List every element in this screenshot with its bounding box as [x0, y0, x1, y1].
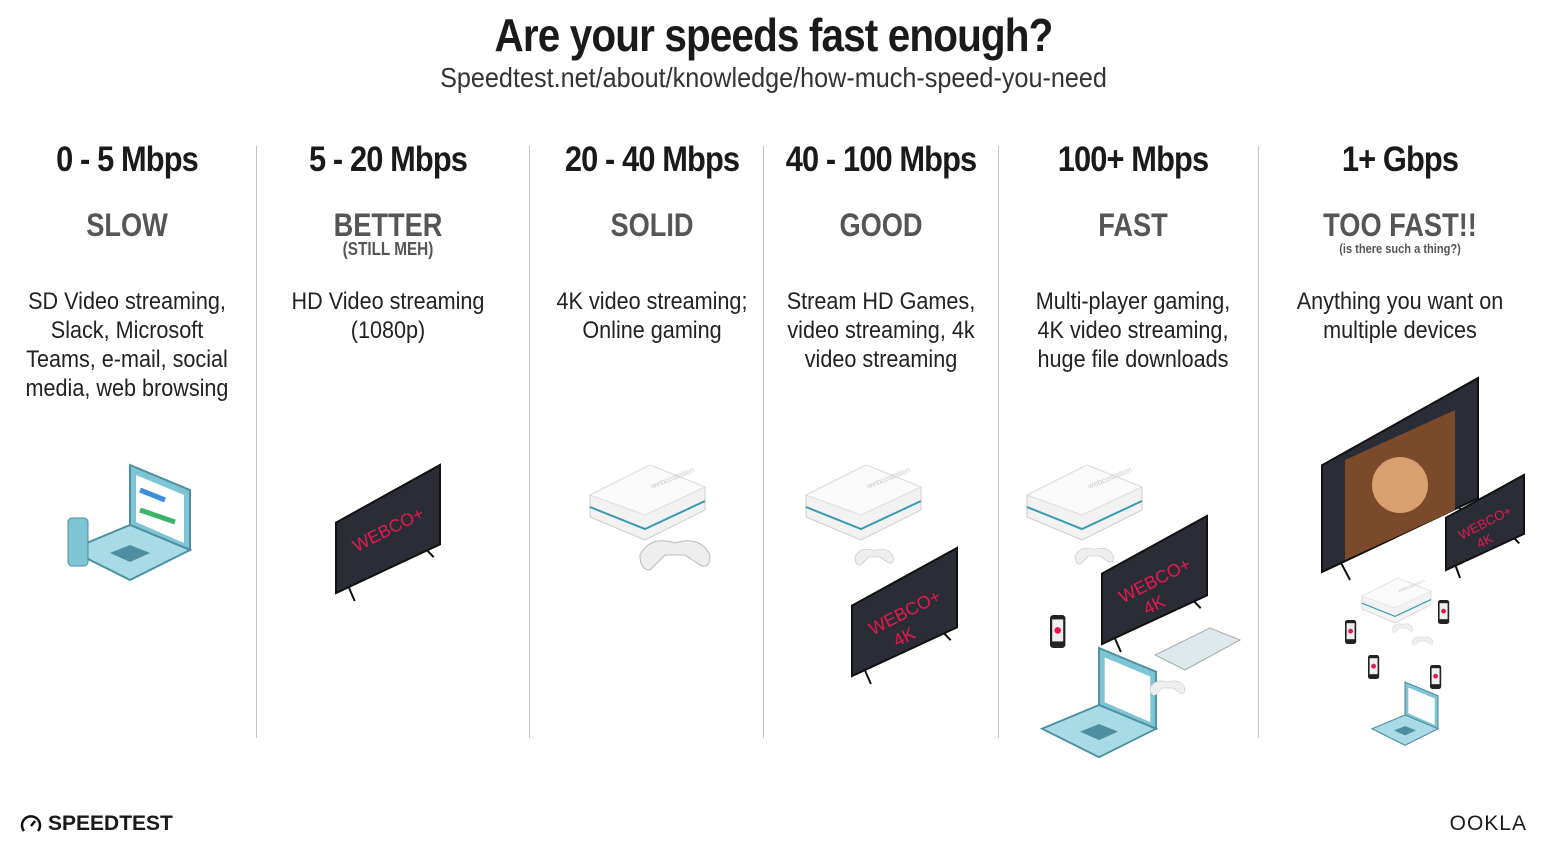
illustration-many-devices: WEBCO+ WEBCO+ 4K webcostation — [1321, 376, 1525, 746]
chat-lines-icon — [139, 487, 176, 525]
tier-description: 4K video streaming; Online gaming — [556, 288, 748, 344]
speed-range: 5 - 20 Mbps — [308, 140, 468, 179]
game-console-icon — [1153, 627, 1242, 671]
tier-label: SLOW — [86, 207, 168, 243]
tier-label: TOO FAST!! — [1323, 207, 1477, 243]
tier-description: Stream HD Games, video streaming, 4k vid… — [786, 288, 976, 373]
speed-tier-column: 0 - 5 Mbps SLOW SD Video streaming, Slac… — [7, 140, 247, 403]
controller-icon — [854, 548, 894, 566]
tier-description: HD Video streaming (1080p) — [291, 288, 485, 344]
speedtest-logo-text: SPEEDTEST — [48, 812, 173, 835]
speed-range: 0 - 5 Mbps — [56, 140, 199, 179]
game-console-icon: webcostation — [1361, 577, 1432, 624]
tier-note — [25, 241, 229, 259]
speed-tier-column: 5 - 20 Mbps BETTER (STILL MEH) HD Video … — [258, 140, 518, 345]
phone-icon — [1368, 655, 1380, 679]
illustration-tv: WEBCO+ — [335, 463, 441, 602]
speed-tier-column: 1+ Gbps TOO FAST!! (is there such a thin… — [1270, 140, 1530, 345]
column-divider — [763, 146, 764, 738]
tier-description: SD Video streaming, Slack, Microsoft Tea… — [25, 288, 229, 402]
page-subtitle-url: Speedtest.net/about/knowledge/how-much-s… — [440, 62, 1107, 93]
phone-icon — [67, 517, 89, 567]
speed-range: 1+ Gbps — [1341, 140, 1459, 179]
laptop-icon — [1039, 646, 1159, 759]
column-divider — [256, 146, 257, 738]
speed-range: 20 - 40 Mbps — [564, 140, 740, 179]
tier-label: GOOD — [839, 207, 923, 243]
laptop-icon — [1370, 681, 1440, 746]
game-console-icon: webcostation — [804, 464, 923, 541]
speed-tier-column: 40 - 100 Mbps GOOD Stream HD Games, vide… — [766, 140, 996, 374]
illustration-laptop-phone — [67, 463, 193, 582]
tv-icon: WEBCO+ — [335, 463, 441, 602]
speed-range: 40 - 100 Mbps — [785, 140, 977, 179]
tier-note — [1027, 241, 1240, 259]
game-console-icon: webcostation — [1025, 464, 1144, 541]
column-divider — [529, 146, 530, 738]
tv-4k-label: 4K — [1474, 530, 1495, 551]
device-illustrations: WEBCO+ webcostation webcostation WEBCO+ … — [67, 376, 1525, 759]
controller-icon — [639, 540, 711, 571]
speedtest-logo: SPEEDTEST — [20, 812, 173, 836]
tier-label: SOLID — [610, 207, 694, 243]
column-divider — [1258, 146, 1259, 738]
page-title: Are your speeds fast enough? — [494, 9, 1054, 61]
ookla-logo: OOKLA — [1449, 812, 1527, 835]
tv-icon: WEBCO+ 4K — [1101, 514, 1208, 653]
column-divider — [998, 146, 999, 738]
tier-note — [783, 241, 979, 259]
illustration-console-tv4k-phone-laptop: webcostation WEBCO+ 4K — [1025, 464, 1242, 759]
illustration-console-tv4k: webcostation WEBCO+ 4K — [804, 464, 958, 685]
tier-note: (is there such a thing?) — [1339, 241, 1461, 256]
controller-icon — [1074, 547, 1114, 565]
game-console-icon: webcostation — [588, 464, 707, 541]
tier-note — [554, 241, 750, 259]
tv-icon: WEBCO+ 4K — [851, 546, 958, 685]
controller-icon — [1391, 623, 1414, 633]
illustration-console-controller: webcostation — [588, 464, 711, 571]
tier-description: Anything you want on multiple devices — [1296, 288, 1504, 344]
tier-note: (STILL MEH) — [342, 239, 434, 259]
phone-icon — [1438, 600, 1450, 624]
speed-tier-column: 100+ Mbps FAST Multi-player gaming, 4K v… — [1008, 140, 1258, 374]
speed-range: 100+ Mbps — [1057, 140, 1209, 179]
tier-label: FAST — [1098, 207, 1168, 243]
phone-icon — [1345, 620, 1357, 644]
movie-still-face — [1345, 410, 1455, 560]
speed-tier-column: 20 - 40 Mbps SOLID 4K video streaming; O… — [537, 140, 767, 345]
phone-icon — [1430, 665, 1442, 689]
tier-description: Multi-player gaming, 4K video streaming,… — [1035, 288, 1231, 373]
tv-icon: WEBCO+ 4K — [1445, 473, 1525, 579]
controller-icon — [1411, 636, 1434, 646]
controller-icon — [1149, 680, 1186, 696]
phone-icon — [1050, 615, 1066, 648]
tier-label: BETTER — [333, 207, 443, 243]
gauge-icon — [20, 815, 42, 832]
